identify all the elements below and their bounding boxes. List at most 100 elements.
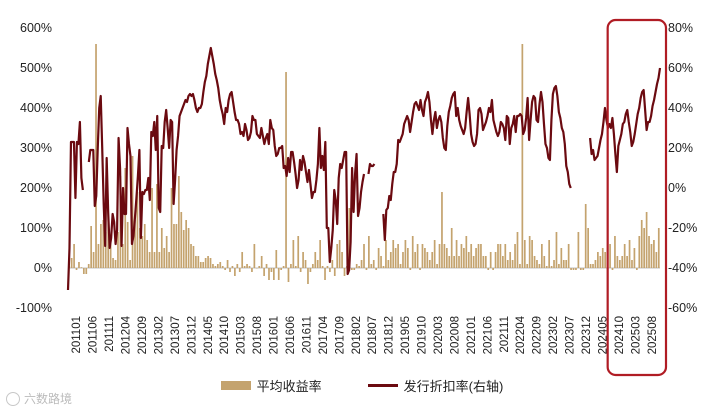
bar (626, 256, 628, 268)
bar (621, 256, 624, 268)
bar (475, 248, 477, 268)
bar (251, 268, 253, 272)
bar (241, 252, 244, 268)
x-tick-label: 201410 (219, 316, 231, 354)
bar (355, 264, 358, 268)
bar (411, 236, 414, 268)
bar (273, 268, 275, 280)
bar (307, 268, 309, 284)
bar (550, 266, 553, 268)
bar (173, 224, 175, 268)
legend: 平均收益率 发行折扣率(右轴) (0, 376, 724, 395)
bar (489, 252, 492, 268)
bar (102, 220, 105, 268)
bar (212, 264, 214, 268)
bar (604, 252, 607, 268)
bar (246, 264, 248, 268)
x-tick-label: 201802 (351, 316, 363, 354)
bar (82, 268, 85, 274)
bar (504, 244, 507, 268)
right-tick-label: 80% (668, 21, 693, 35)
x-tick-label: 202003 (433, 316, 445, 354)
bar (143, 224, 146, 268)
bar (275, 250, 278, 268)
bar (124, 168, 127, 268)
bar (514, 244, 516, 268)
x-tick-label: 201405 (203, 316, 215, 354)
bar (419, 268, 421, 270)
bar (582, 268, 585, 270)
bar (465, 236, 468, 268)
bar (236, 264, 239, 268)
x-tick-label: 201106 (88, 316, 100, 354)
bar (538, 264, 541, 268)
bar (528, 236, 531, 268)
bar (536, 260, 538, 268)
bar (302, 252, 304, 268)
bar (643, 228, 646, 268)
bar (633, 248, 636, 268)
bar (558, 264, 560, 268)
bar (565, 260, 568, 268)
bar (316, 260, 319, 268)
bar (519, 264, 521, 268)
x-tick-label: 201601 (269, 316, 281, 354)
bar (182, 230, 185, 268)
x-tick-label: 201204 (121, 315, 133, 354)
bar (406, 248, 409, 268)
bar (333, 268, 336, 276)
legend-item-bar: 平均收益率 (220, 376, 322, 395)
left-tick-label: -100% (16, 301, 52, 315)
bar (540, 244, 543, 268)
x-tick-label: 202111 (499, 316, 511, 353)
bar (655, 252, 658, 268)
bar (597, 252, 599, 268)
bar (338, 240, 341, 268)
right-tick-label: 0% (668, 181, 686, 195)
bar (192, 246, 195, 268)
right-tick-label: 40% (668, 101, 693, 115)
bar (260, 256, 263, 268)
bar (146, 240, 149, 268)
bar (424, 248, 426, 268)
x-tick-label: 202209 (532, 316, 544, 354)
bar (100, 224, 102, 268)
bar (650, 244, 653, 268)
bar (636, 268, 638, 270)
bar (470, 244, 473, 268)
x-tick-label: 202008 (449, 316, 461, 354)
x-tick-label: 201312 (186, 316, 198, 354)
bar (139, 228, 141, 268)
bar (394, 248, 397, 268)
x-tick-label: 202307 (565, 316, 577, 354)
bar (499, 244, 502, 268)
bar (555, 232, 558, 268)
bar (587, 228, 589, 268)
bar (385, 240, 387, 268)
bar (426, 252, 429, 268)
x-tick-label: 202508 (647, 316, 659, 354)
bar (358, 266, 360, 268)
bar (570, 268, 572, 270)
bar (187, 228, 190, 268)
bar (623, 244, 626, 268)
bar (657, 228, 660, 268)
bar (214, 266, 217, 268)
x-tick-label: 202503 (630, 316, 642, 354)
bar (421, 244, 424, 268)
bar (287, 268, 290, 282)
bar (121, 244, 124, 268)
bar (436, 264, 438, 268)
bar (290, 264, 292, 268)
bar (151, 188, 153, 268)
bar (579, 268, 582, 270)
x-tick-label: 201910 (417, 316, 429, 354)
bar (431, 252, 434, 268)
bar (92, 252, 95, 268)
bar (380, 256, 382, 268)
bar (648, 236, 650, 268)
bar (567, 244, 570, 268)
right-tick-label: -20% (668, 221, 697, 235)
bar (197, 256, 200, 268)
bar (443, 244, 446, 268)
